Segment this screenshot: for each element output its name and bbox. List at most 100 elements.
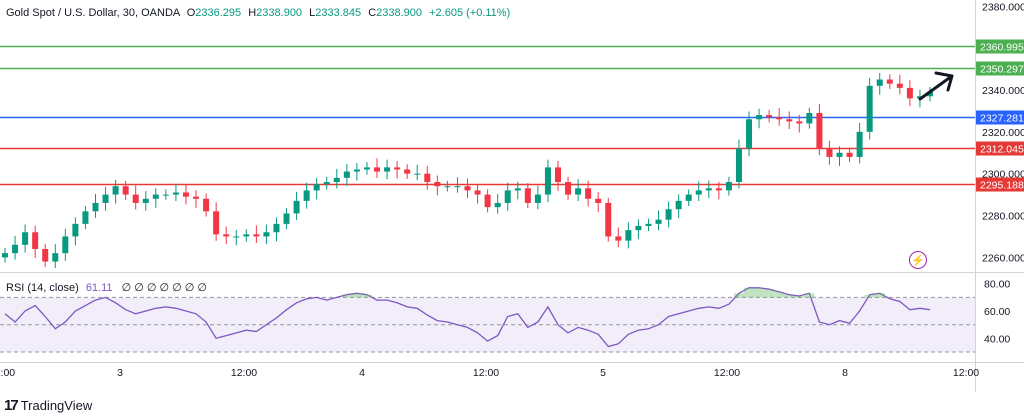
candle xyxy=(243,229,250,242)
candle-body xyxy=(524,188,531,203)
candle-body xyxy=(725,182,732,191)
candle-series xyxy=(2,73,933,269)
rsi-pane xyxy=(0,287,975,353)
rsi-tick-label: 80.00 xyxy=(984,279,1010,291)
high-value: 2338.900 xyxy=(256,7,303,19)
candle xyxy=(102,186,109,211)
high-label: H xyxy=(248,7,257,19)
candle xyxy=(374,158,381,179)
candle xyxy=(595,192,602,212)
level-label-bg xyxy=(976,177,1024,192)
low-value: 2333.845 xyxy=(315,7,362,19)
tradingview-logo[interactable]: 17 TradingView xyxy=(4,397,92,414)
candle xyxy=(82,206,89,230)
level-label-text: 2350.297 xyxy=(980,64,1024,76)
candle-body xyxy=(353,169,360,172)
candle xyxy=(876,73,883,95)
time-tick-label: 12:00 xyxy=(473,367,499,379)
candle xyxy=(846,147,853,163)
candle-body xyxy=(343,171,350,178)
candle-body xyxy=(705,188,712,191)
candle xyxy=(42,243,49,267)
candle-body xyxy=(303,190,310,201)
candle-body xyxy=(595,198,602,203)
flash-icon[interactable]: ⚡ xyxy=(909,251,927,269)
rsi-tick-label: 40.00 xyxy=(984,333,1010,345)
candle xyxy=(605,197,612,242)
candle xyxy=(233,229,240,246)
candle xyxy=(62,228,69,261)
candle-body xyxy=(514,188,521,191)
price-tick-label: 2300.000 xyxy=(982,169,1024,181)
candle-body xyxy=(82,211,89,224)
symbol-title: Gold Spot / U.S. Dollar, 30, OANDA xyxy=(6,7,180,19)
candle-body xyxy=(836,152,843,157)
candle xyxy=(52,244,59,269)
candle-body xyxy=(12,244,19,254)
candle-body xyxy=(263,232,270,237)
price-grid xyxy=(0,0,1024,392)
candle xyxy=(896,74,903,95)
candle xyxy=(906,80,913,107)
candle-body xyxy=(454,186,461,188)
candle xyxy=(665,201,672,228)
candle xyxy=(786,111,793,130)
candle xyxy=(615,227,622,248)
candle-body xyxy=(675,200,682,210)
low-label: L xyxy=(309,7,316,19)
price-tick-label: 2320.000 xyxy=(982,127,1024,139)
candle xyxy=(705,180,712,199)
candle xyxy=(816,103,823,156)
rsi-tick-label: 60.00 xyxy=(984,306,1010,318)
chart-canvas: 2360.995 2350.297 2327.281 2312.045 2295.188… xyxy=(0,0,1024,392)
candle xyxy=(32,225,39,258)
candle xyxy=(806,107,813,129)
candle-body xyxy=(605,202,612,237)
candle-body xyxy=(635,225,642,231)
candle-body xyxy=(223,234,230,237)
candle xyxy=(464,178,471,199)
candle xyxy=(303,182,310,209)
price-tick-label: 2380.000 xyxy=(982,1,1024,13)
level-label-bg xyxy=(976,110,1024,125)
level-label-bg xyxy=(976,39,1024,54)
horizontal-levels: 2360.995 2350.297 2327.281 2312.045 2295.188 xyxy=(0,39,1024,192)
candle-body xyxy=(122,186,129,195)
candle-body xyxy=(927,92,933,97)
candle xyxy=(856,122,863,164)
candle xyxy=(444,180,451,192)
candle xyxy=(735,139,742,189)
level-label-bg xyxy=(976,61,1024,76)
close-label: C xyxy=(368,7,377,19)
candle-body xyxy=(615,236,622,241)
level-label-text: 2360.995 xyxy=(980,42,1024,54)
candle xyxy=(213,202,220,241)
candle xyxy=(2,247,8,263)
candle xyxy=(514,181,521,200)
candle-body xyxy=(756,115,763,120)
brand-name: TradingView xyxy=(20,398,93,413)
time-tick-label: 5 xyxy=(600,367,606,379)
candle-body xyxy=(172,192,179,195)
candle xyxy=(12,235,19,260)
candle xyxy=(675,194,682,219)
candle-body xyxy=(474,190,481,195)
candle xyxy=(283,208,290,230)
level-label-bg xyxy=(976,141,1024,156)
candle-body xyxy=(363,167,370,170)
candle xyxy=(725,176,732,196)
candle-body xyxy=(424,173,431,183)
candle-body xyxy=(414,173,421,175)
candle xyxy=(172,183,179,202)
candle-body xyxy=(92,202,99,212)
candle-body xyxy=(283,213,290,224)
time-axis: 12:00 3 12:00 4 12:00 5 12:00 8 12:00 xyxy=(0,367,979,379)
candle-body xyxy=(333,177,340,183)
candle xyxy=(886,74,893,89)
candle xyxy=(333,168,340,189)
rsi-line xyxy=(4,287,931,348)
rsi-extra-values: ∅ ∅ ∅ ∅ ∅ ∅ ∅ xyxy=(121,282,208,294)
candle xyxy=(635,219,642,240)
candle xyxy=(685,189,692,207)
candle-body xyxy=(866,85,873,132)
